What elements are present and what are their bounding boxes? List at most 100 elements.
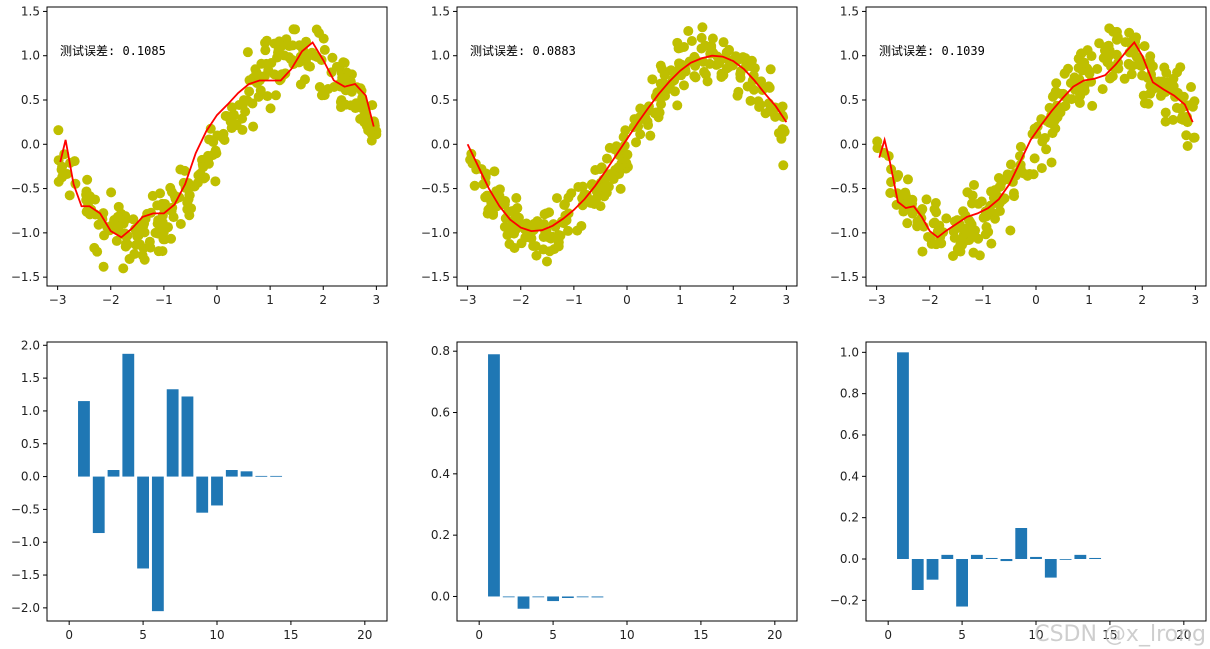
bar: [270, 475, 283, 477]
scatter-point: [1037, 136, 1048, 147]
scatter-point: [551, 193, 562, 204]
scatter-point: [608, 174, 619, 185]
bar: [151, 476, 164, 612]
scatter-point: [764, 82, 775, 93]
bar: [897, 352, 909, 559]
x-tick-label: 5: [958, 628, 966, 642]
scatter-point: [244, 86, 255, 97]
scatter-point: [893, 169, 904, 180]
scatter-point: [1166, 77, 1177, 88]
scatter-point: [53, 125, 64, 136]
bar: [941, 554, 954, 559]
scatter-point: [716, 71, 727, 82]
scatter-point: [200, 172, 211, 183]
bar: [956, 559, 968, 607]
bar: [488, 354, 500, 597]
x-tick-label: 0: [884, 628, 892, 642]
plot-area: [53, 24, 382, 274]
plot-area: [465, 22, 790, 267]
scatter-point: [1005, 225, 1016, 236]
scatter-point: [242, 47, 253, 58]
scatter-point: [1103, 40, 1114, 51]
scatter-point: [131, 239, 142, 250]
scatter-point: [1175, 103, 1186, 114]
panel-top-right: 测试误差: 0.1039 −3 −2 −1 0 1 2 3 −1.5 −1.0 −0.5 0.0 0.5…: [830, 4, 1207, 307]
scatter-point: [601, 153, 612, 164]
scatter-point: [980, 229, 991, 240]
y-tick-label: 1.5: [840, 4, 859, 18]
scatter-point: [1002, 169, 1013, 180]
x-tick-label: 5: [139, 628, 147, 642]
y-tick-label: 0.0: [21, 470, 40, 484]
y-tick-label: 0.5: [840, 93, 859, 107]
scatter-point: [1151, 82, 1162, 93]
scatter-point: [659, 70, 670, 81]
scatter-point: [327, 52, 338, 63]
scatter-point: [1131, 52, 1142, 63]
scatter-point: [891, 199, 902, 210]
y-tick-label: 0.6: [840, 428, 859, 442]
y-tick-label: −1.0: [421, 226, 450, 240]
scatter-point: [748, 84, 759, 95]
bar: [502, 596, 515, 598]
y-tick-label: 1.0: [21, 404, 40, 418]
bar: [166, 389, 179, 477]
scatter-point: [1083, 66, 1094, 77]
test-error-annotation: 测试误差: 0.0883: [470, 43, 576, 58]
scatter-point: [1186, 82, 1197, 93]
y-tick-label: −2.0: [11, 601, 40, 615]
scatter-point: [1094, 38, 1105, 49]
scatter-point: [53, 176, 64, 187]
scatter-point: [1160, 116, 1171, 127]
scatter-point: [686, 36, 697, 47]
watermark: CSDN @x_lrong: [1034, 622, 1206, 647]
bar: [181, 396, 194, 477]
scatter-point: [226, 123, 237, 134]
scatter-point: [1050, 86, 1061, 97]
scatter-point: [948, 250, 959, 261]
scatter-point: [366, 121, 377, 132]
scatter-point: [62, 169, 73, 180]
scatter-point: [651, 107, 662, 118]
scatter-point: [182, 197, 193, 208]
scatter-point: [228, 110, 239, 121]
scatter-point: [550, 221, 561, 232]
y-tick-label: 0.8: [840, 387, 859, 401]
scatter-point: [211, 148, 222, 159]
scatter-point: [885, 187, 896, 198]
scatter-point: [669, 75, 680, 86]
bar: [1044, 559, 1057, 578]
scatter-point: [973, 233, 984, 244]
scatter-point: [1143, 98, 1154, 109]
scatter-point: [620, 125, 631, 136]
panel-top-left: 测试误差: 0.1085 −3 −2 −1 0 1 2 3 −1.5 −1.0 −0.5 0.0 0.5…: [11, 4, 388, 307]
y-tick-label: 0.0: [431, 137, 450, 151]
x-tick-label: 10: [209, 628, 224, 642]
scatter-point: [673, 43, 684, 54]
scatter-point: [157, 217, 168, 228]
scatter-point: [730, 51, 741, 62]
x-tick-label: 3: [373, 293, 381, 307]
bar: [970, 554, 983, 559]
scatter-point: [756, 76, 767, 87]
scatter-point: [921, 194, 932, 205]
scatter-point: [273, 45, 284, 56]
y-tick-label: −1.0: [11, 535, 40, 549]
scatter-point: [1112, 32, 1123, 43]
bar: [1059, 559, 1072, 560]
scatter-point: [955, 246, 966, 257]
scatter-point: [732, 90, 743, 101]
scatter-point: [318, 33, 329, 44]
scatter-point: [210, 176, 221, 187]
scatter-point: [969, 179, 980, 190]
scatter-point: [346, 86, 357, 97]
bar: [1074, 554, 1087, 559]
bar: [107, 470, 120, 477]
scatter-point: [323, 84, 334, 95]
panel-bottom-right: 0 5 10 15 20 −0.2 0.0 0.2 0.4 0.6 0.8 1.0: [830, 341, 1207, 642]
y-tick-label: 1.5: [21, 4, 40, 18]
scatter-point: [1015, 141, 1026, 152]
scatter-point: [265, 103, 276, 114]
scatter-point: [1124, 59, 1135, 70]
scatter-point: [967, 198, 978, 209]
